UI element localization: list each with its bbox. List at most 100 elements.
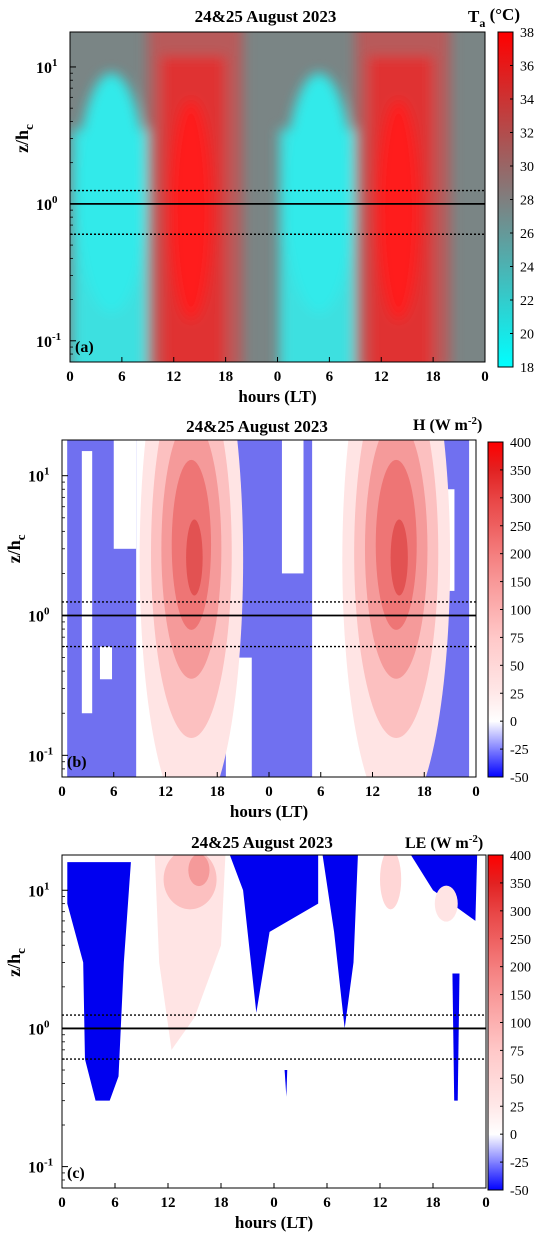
neutral-gap-4 <box>281 440 304 574</box>
x-axis-label: hours (LT) <box>238 387 316 406</box>
colorbar-segment <box>488 693 503 722</box>
colorbar-tick-label: 200 <box>510 548 531 563</box>
colorbar-label: H (W m-2) <box>413 415 482 434</box>
positive-level-5-1 <box>186 519 203 596</box>
colorbar-tick-label: 24 <box>520 261 534 276</box>
colorbar-segment <box>488 938 503 968</box>
x-tick-label: 0 <box>270 1195 278 1211</box>
y-tick-label: 10-1 <box>28 1157 53 1177</box>
colorbar-tick-label: 26 <box>520 227 534 242</box>
panel-label: (a) <box>75 339 94 356</box>
positive-level-1-3 <box>434 885 458 922</box>
colorbar-tick-label: 18 <box>520 361 534 376</box>
positive-level-2-1 <box>163 855 217 910</box>
colorbar-tick-label: 28 <box>520 194 534 209</box>
negative-zone-1 <box>67 862 131 1101</box>
neutral-gap-1 <box>81 451 93 714</box>
colorbar-tick-label: 20 <box>520 328 534 343</box>
colorbar-tick-label: 400 <box>510 849 531 864</box>
x-tick-label: 12 <box>365 784 380 800</box>
x-tick-label: 6 <box>118 369 126 385</box>
colorbar-tick-label: 75 <box>510 631 524 646</box>
colorbar-tick-label: 30 <box>520 160 534 175</box>
negative-zone-6 <box>284 1070 288 1097</box>
colorbar-segment <box>488 855 503 884</box>
negative-zone-5 <box>452 973 460 1101</box>
colorbar-tick-label: 300 <box>510 905 531 920</box>
colorbar-tick-label: 50 <box>510 1072 524 1087</box>
x-tick-label: 6 <box>110 784 118 800</box>
colorbar-segment <box>488 581 503 610</box>
neutral-gap-5 <box>113 440 137 549</box>
x-tick-label: 0 <box>66 369 74 385</box>
x-tick-label: 18 <box>426 369 441 385</box>
colorbar-tick-label: -25 <box>510 743 529 758</box>
colorbar-tick-label: 150 <box>510 989 531 1004</box>
colorbar-tick-label: 25 <box>510 687 524 702</box>
positive-level-1-2 <box>380 855 402 910</box>
colorbar-label: Ta (°C) <box>468 5 520 30</box>
y-tick-label: 101 <box>28 880 50 900</box>
colorbar-segment <box>488 882 503 912</box>
panel-label: (c) <box>67 1165 85 1182</box>
colorbar-segment <box>488 1134 503 1163</box>
colorbar-segment <box>488 1022 503 1051</box>
x-tick-label: 18 <box>210 784 225 800</box>
x-tick-label: 18 <box>214 1195 229 1211</box>
y-tick-label: 10-1 <box>36 331 61 351</box>
x-tick-label: 0 <box>472 784 480 800</box>
colorbar: -50 -25 0 25 50 75 100 150 200 250 300 350 400 LE (W … <box>405 833 531 1199</box>
x-tick-label: 6 <box>111 1195 119 1211</box>
colorbar-segment <box>488 637 503 666</box>
colorbar-tick-label: 0 <box>510 715 517 730</box>
x-tick-label: 18 <box>426 1195 441 1211</box>
colorbar-segment <box>488 609 503 638</box>
cool-core-2 <box>284 73 354 314</box>
x-tick-label: 0 <box>58 1195 66 1211</box>
panel-label: (b) <box>67 754 87 771</box>
positive-level-3-1 <box>188 855 210 887</box>
field-1 <box>70 32 485 362</box>
colorbar-tick-label: 400 <box>510 436 531 451</box>
hot-core-2 <box>377 100 420 321</box>
chart-title: 24&25 August 2023 <box>191 833 333 852</box>
colorbar-segment <box>488 1106 503 1135</box>
colorbar-segment <box>488 910 503 940</box>
colorbar-segment <box>488 1078 503 1107</box>
x-axis-label: hours (LT) <box>235 1213 313 1232</box>
colorbar-segment <box>488 497 503 527</box>
colorbar-segment <box>488 442 503 471</box>
x-tick-label: 0 <box>274 369 282 385</box>
x-tick-label: 6 <box>317 784 325 800</box>
y-tick-label: 100 <box>28 1018 50 1038</box>
y-tick-label: 10-1 <box>28 745 53 765</box>
x-tick-label: 0 <box>58 784 66 800</box>
colorbar-tick-label: 0 <box>510 1128 517 1143</box>
y-axis-label: z/hc <box>4 948 28 977</box>
colorbar-tick-label: 350 <box>510 877 531 892</box>
y-tick-label: 101 <box>36 57 58 77</box>
y-tick-label: 100 <box>28 606 50 626</box>
colorbar-segment <box>488 665 503 694</box>
x-tick-label: 18 <box>218 369 233 385</box>
colorbar-tick-label: 36 <box>520 60 534 75</box>
colorbar-tick-label: 32 <box>520 127 534 142</box>
colorbar-segment <box>488 525 503 555</box>
negative-zone-3 <box>322 855 358 1029</box>
colorbar-segment <box>488 553 503 583</box>
y-tick-label: 101 <box>28 466 50 486</box>
colorbar-segment <box>488 469 503 499</box>
colorbar-tick-label: -25 <box>510 1156 529 1171</box>
neutral-gap-2 <box>99 646 113 680</box>
panel-1: 0 6 12 18 0 6 12 18 0 hours (LT) 10-1 100 101 z/hc 24&… <box>12 5 534 406</box>
colorbar-segment <box>488 1050 503 1079</box>
colorbar-tick-label: 34 <box>520 93 534 108</box>
x-tick-label: 0 <box>265 784 273 800</box>
colorbar-tick-label: 25 <box>510 1100 524 1115</box>
cool-core-1 <box>76 73 147 314</box>
colorbar-tick-label: -50 <box>510 1184 529 1199</box>
hot-core-1 <box>170 100 212 321</box>
positive-level-5-2 <box>390 519 408 596</box>
